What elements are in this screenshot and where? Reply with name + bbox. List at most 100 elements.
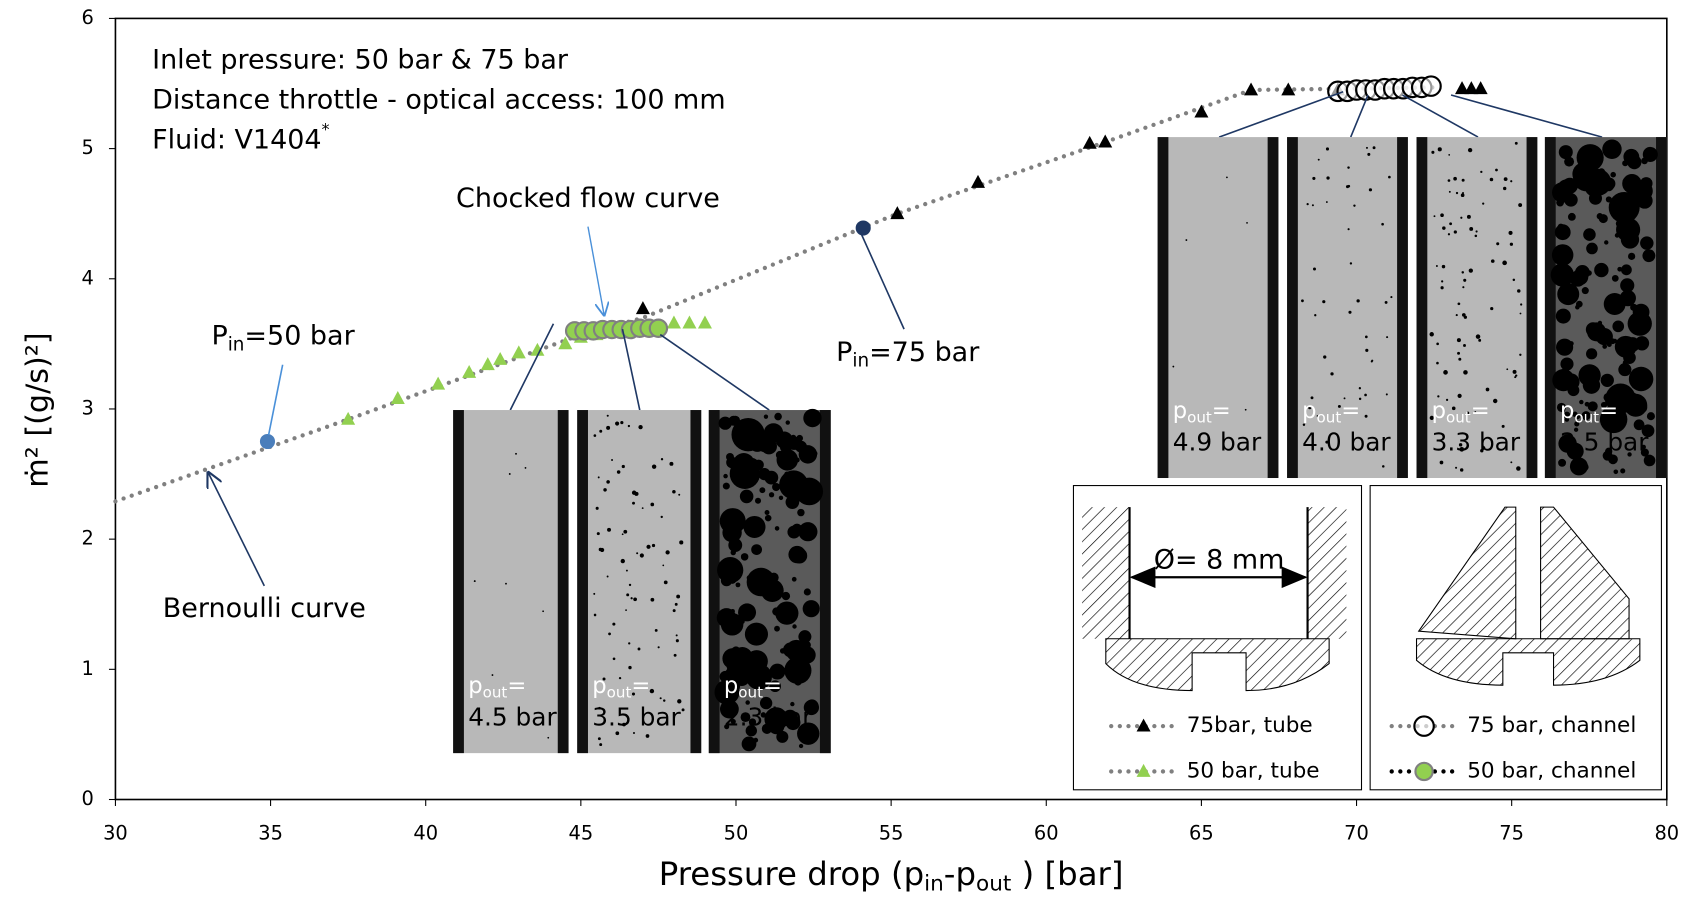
- bubble: [1617, 266, 1623, 272]
- bubble: [1482, 202, 1485, 205]
- triangle-marker: [511, 345, 526, 359]
- bubble: [745, 663, 772, 690]
- bubble: [1572, 411, 1578, 417]
- bubble: [751, 544, 763, 556]
- bubble: [1323, 355, 1327, 359]
- info-text: Inlet pressure: 50 bar & 75 bar: [152, 44, 569, 75]
- bubble: [1246, 221, 1248, 224]
- bubble: [1349, 262, 1353, 265]
- bubble: [505, 582, 507, 585]
- chocked-label: Chocked flow curve: [456, 183, 720, 214]
- bubble: [1583, 228, 1596, 241]
- bubble: [719, 508, 746, 535]
- bubble: [1575, 265, 1590, 280]
- bubble: [774, 625, 780, 632]
- bubble: [1586, 348, 1598, 360]
- inset-label-part: =: [1341, 398, 1360, 424]
- bubble: [1641, 424, 1655, 438]
- bubble: [775, 601, 799, 625]
- bubble: [1390, 296, 1393, 299]
- triangle-marker: [341, 411, 356, 425]
- bubble: [1481, 446, 1486, 450]
- bubble: [659, 697, 662, 700]
- inset-label-part: =: [763, 673, 782, 699]
- bubble: [785, 420, 790, 425]
- bubble: [1365, 146, 1368, 149]
- bubble: [1469, 227, 1474, 231]
- bubble: [1172, 365, 1175, 368]
- bubble: [714, 679, 740, 705]
- bubble: [608, 632, 611, 636]
- bubble: [1579, 399, 1584, 405]
- bubble: [1508, 230, 1513, 235]
- bubble: [1459, 446, 1465, 452]
- triangle-marker: [462, 364, 477, 378]
- info-line: Inlet pressure: 50 bar & 75 bar: [152, 44, 569, 75]
- inset-label-part: p: [592, 673, 606, 699]
- bubble: [637, 647, 641, 651]
- throttle-hatch: [1105, 638, 1330, 692]
- bubble: [649, 688, 655, 694]
- bubble: [1600, 373, 1614, 387]
- bubble: [1564, 156, 1575, 167]
- bubble: [627, 424, 631, 428]
- bubble: [634, 491, 639, 496]
- bubble: [1325, 147, 1330, 151]
- bubble: [1463, 343, 1466, 347]
- bubble: [1343, 397, 1346, 400]
- bubble: [740, 712, 751, 723]
- bubble: [542, 610, 544, 613]
- inset-wall: [577, 410, 588, 754]
- bubble: [1490, 259, 1495, 263]
- bubble: [1480, 449, 1484, 453]
- inset-value: 2.3 bar: [724, 703, 813, 732]
- triangle-marker: [431, 376, 446, 390]
- bubble: [1516, 466, 1521, 471]
- bubble: [1550, 263, 1574, 287]
- bubble: [1429, 332, 1434, 337]
- bubble: [1372, 146, 1376, 150]
- bubble: [1382, 465, 1385, 468]
- bubble: [1621, 264, 1632, 276]
- bubble: [1314, 314, 1317, 317]
- inset-label-part: out: [1187, 408, 1212, 426]
- bubble: [620, 558, 625, 564]
- bubble: [798, 445, 818, 464]
- bubble: [785, 495, 800, 509]
- bubble: [1474, 234, 1478, 238]
- inset-label-part: =: [1471, 398, 1490, 424]
- bubble: [596, 532, 600, 536]
- bubble: [791, 576, 797, 582]
- bubble: [774, 412, 782, 421]
- bubble: [769, 663, 786, 680]
- bubble: [673, 653, 677, 657]
- triangle-marker: [1473, 81, 1488, 95]
- bubble: [802, 600, 820, 618]
- bubble: [1447, 179, 1451, 182]
- inset-label-part: =: [1212, 398, 1231, 424]
- bubble: [1619, 289, 1636, 307]
- bubble: [1613, 469, 1619, 475]
- bubble: [660, 515, 663, 519]
- bubble: [1564, 417, 1570, 422]
- bubble: [1518, 203, 1523, 208]
- bubble: [1558, 434, 1577, 453]
- info-text: Distance throttle - optical access: 100 …: [152, 84, 726, 115]
- bubble: [1455, 314, 1458, 317]
- bubble: [1520, 303, 1523, 306]
- bubble: [660, 458, 664, 461]
- legend-label: 75bar, tube: [1187, 713, 1313, 738]
- inset-label-part: p: [724, 673, 738, 699]
- bubble: [768, 572, 779, 583]
- inset-wall: [1287, 137, 1298, 479]
- inset-label-part: p: [1560, 398, 1574, 424]
- bubble: [768, 492, 775, 498]
- bubble: [1461, 178, 1465, 182]
- bubble: [1455, 191, 1459, 195]
- bubble: [606, 575, 609, 578]
- bubble: [796, 434, 804, 442]
- bubble: [1581, 411, 1591, 421]
- inset-photo: [1416, 137, 1538, 479]
- annotation-part: P: [211, 320, 227, 351]
- annotation-part: in: [228, 334, 245, 355]
